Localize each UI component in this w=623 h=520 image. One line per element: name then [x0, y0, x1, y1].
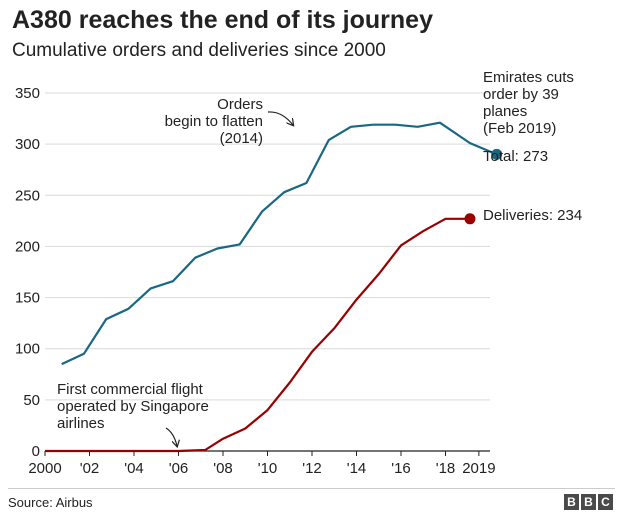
arrow-orders-flatten	[267, 111, 293, 125]
y-tick-label-300: 300	[15, 136, 40, 153]
annotation-first-flight: First commercial flight operated by Singa…	[57, 381, 209, 432]
logo-letter-b2: B	[581, 494, 596, 510]
y-axis-ticks: 0 50 100 150 200 250 300 350	[15, 85, 40, 460]
x-tick-label-2018: '18	[436, 460, 456, 477]
y-tick-label-100: 100	[15, 341, 40, 358]
footer-divider	[8, 488, 615, 489]
source-note: Source: Airbus	[8, 495, 93, 510]
y-tick-label-0: 0	[32, 443, 40, 460]
x-axis-ticks: 2000 '02 '04 '06 '08 '10 '12 '14 '16 '18 2019	[28, 451, 496, 477]
x-tick-label-2010: '10	[258, 460, 278, 477]
annotations: Orders begin to flatten (2014) First commer…	[57, 69, 582, 446]
bbc-logo: B B C	[564, 494, 613, 510]
logo-letter-c: C	[598, 494, 613, 510]
x-tick-label-2014: '14	[347, 460, 367, 477]
annotation-orders-flatten: Orders begin to flatten (2014)	[165, 96, 263, 147]
y-tick-label-150: 150	[15, 290, 40, 307]
x-tick-label-2006: '06	[169, 460, 189, 477]
y-tick-label-50: 50	[23, 392, 40, 409]
annotation-emirates-cut: Emirates cuts order by 39 planes (Feb 2019)	[483, 69, 574, 137]
x-tick-label-2016: '16	[391, 460, 411, 477]
logo-letter-b1: B	[564, 494, 579, 510]
series	[45, 121, 503, 453]
x-tick-label-2002: '02	[80, 460, 100, 477]
x-tick-label-2000: 2000	[28, 460, 61, 477]
x-tick-label-2012: '12	[302, 460, 322, 477]
endpoint-marker-deliveries	[464, 213, 476, 225]
chart-subtitle: Cumulative orders and deliveries since 2…	[12, 40, 386, 61]
chart-title: A380 reaches the end of its journey	[12, 6, 433, 34]
series-line-orders	[61, 121, 498, 366]
series-line-deliveries	[45, 217, 470, 453]
total-label: Total: 273	[483, 148, 548, 165]
y-tick-label-200: 200	[15, 238, 40, 255]
arrow-first-flight	[165, 427, 177, 446]
deliveries-label: Deliveries: 234	[483, 207, 582, 224]
x-tick-label-2019.5: 2019	[462, 460, 495, 477]
x-tick-label-2004: '04	[124, 460, 144, 477]
endpoint-marker-orders	[491, 148, 503, 160]
y-tick-label-250: 250	[15, 187, 40, 204]
x-tick-label-2008: '08	[213, 460, 233, 477]
y-tick-label-350: 350	[15, 85, 40, 102]
